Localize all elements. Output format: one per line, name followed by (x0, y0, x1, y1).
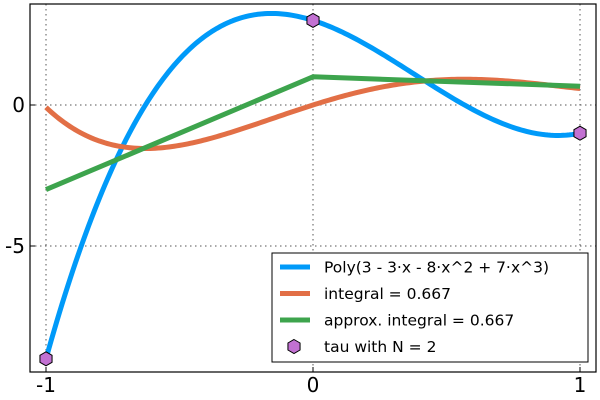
x-tick-label: -1 (36, 373, 56, 397)
legend-label: Poly(3 - 3⋅x - 8⋅x^2 + 7⋅x^3) (324, 259, 549, 277)
legend-box (271, 252, 589, 363)
series-line-2 (45, 74, 581, 192)
y-tick-label: -5 (5, 234, 25, 258)
x-tick-label: 1 (574, 373, 587, 397)
data-point (306, 12, 320, 28)
legend-marker (287, 338, 301, 355)
grid (30, 4, 596, 372)
legend-label: approx. integral = 0.667 (324, 312, 514, 330)
data-point (573, 125, 587, 141)
legend-label: tau with N = 2 (324, 338, 436, 356)
y-tick-label: 0 (12, 93, 25, 117)
series-line-1 (44, 76, 581, 152)
legend-label: integral = 0.667 (324, 285, 451, 303)
x-tick-label: 0 (307, 373, 320, 397)
data-point (39, 351, 53, 367)
axis-ticks: -1 0 1 0 -5 (5, 93, 586, 397)
legend: Poly(3 - 3⋅x - 8⋅x^2 + 7⋅x^3) integral = … (271, 252, 589, 363)
